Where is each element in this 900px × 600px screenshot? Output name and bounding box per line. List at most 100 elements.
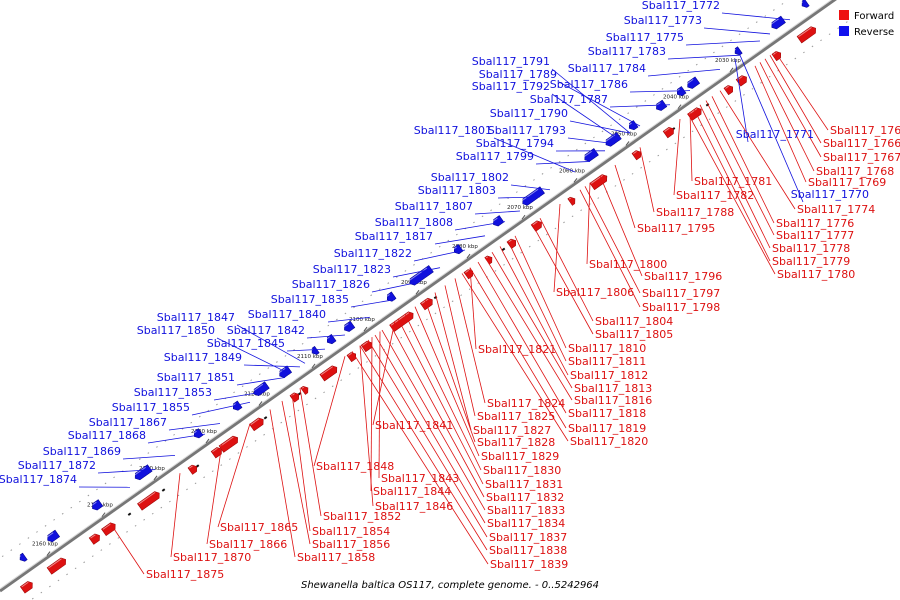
forward-gene-label: Sbal117_1824 bbox=[487, 397, 565, 410]
forward-gene-label: Sbal117_1834 bbox=[487, 517, 565, 530]
reverse-gene-label: Sbal117_1792 bbox=[472, 80, 550, 93]
forward-gene-label: Sbal117_1780 bbox=[777, 268, 855, 281]
forward-gene-glyph bbox=[723, 85, 734, 96]
reverse-gene-label: Sbal117_1872 bbox=[18, 459, 96, 472]
forward-gene-label: Sbal117_1865 bbox=[220, 521, 298, 534]
forward-leader-line bbox=[404, 313, 482, 471]
tick-mark bbox=[153, 475, 158, 481]
forward-leader-line bbox=[281, 400, 311, 545]
legend-forward-swatch bbox=[839, 10, 849, 20]
reverse-leader-line bbox=[493, 137, 576, 173]
reverse-gene-label: Sbal117_1874 bbox=[0, 473, 77, 486]
forward-gene-glyph bbox=[101, 522, 116, 537]
forward-leader-line bbox=[584, 186, 641, 294]
forward-leader-line bbox=[454, 278, 486, 404]
tick-label: 2110 kbp bbox=[297, 354, 323, 360]
strand-guide bbox=[29, 15, 856, 600]
reverse-leader-line bbox=[413, 249, 466, 262]
gene-features bbox=[18, 0, 816, 594]
tick-label: 2130 kbp bbox=[191, 429, 217, 435]
forward-gene-label: Sbal117_1769 bbox=[808, 176, 886, 189]
forward-gene-label: Sbal117_1839 bbox=[490, 558, 568, 571]
forward-leader-line bbox=[553, 203, 561, 293]
reverse-gene-label: Sbal117_1787 bbox=[530, 93, 608, 106]
reverse-gene-label: Sbal117_1802 bbox=[431, 171, 509, 184]
forward-gene-label: Sbal117_1800 bbox=[589, 258, 667, 271]
forward-leader-line bbox=[206, 443, 223, 545]
reverse-leader-line bbox=[216, 337, 291, 375]
reverse-gene-label: Sbal117_1851 bbox=[157, 371, 235, 384]
forward-gene-label: Sbal117_1831 bbox=[485, 478, 563, 491]
forward-leader-line bbox=[370, 337, 373, 492]
reverse-leader-line bbox=[306, 334, 346, 339]
forward-gene-label: Sbal117_1820 bbox=[570, 435, 648, 448]
reverse-gene-glyph bbox=[18, 552, 28, 562]
forward-gene-label: Sbal117_1818 bbox=[568, 407, 646, 420]
reverse-leader-line bbox=[327, 316, 371, 323]
strand-dash bbox=[705, 103, 710, 107]
reverse-gene-glyph bbox=[46, 529, 61, 543]
tick-mark bbox=[677, 104, 682, 109]
reverse-gene-label: Sbal117_1772 bbox=[642, 0, 720, 12]
reverse-gene-label: Sbal117_1868 bbox=[68, 429, 146, 442]
tick-mark bbox=[521, 214, 526, 220]
forward-gene-glyph bbox=[631, 150, 642, 161]
forward-gene-label: Sbal117_1827 bbox=[473, 424, 551, 437]
reverse-gene-label: Sbal117_1869 bbox=[43, 445, 121, 458]
reverse-leader-line bbox=[551, 68, 631, 134]
forward-gene-label: Sbal117_1777 bbox=[776, 229, 854, 242]
forward-gene-label: Sbal117_1833 bbox=[487, 504, 565, 517]
tick-mark bbox=[573, 177, 578, 183]
reverse-leader-line bbox=[535, 161, 591, 165]
reverse-gene-glyph bbox=[232, 400, 243, 411]
reverse-gene-label: Sbal117_1808 bbox=[375, 216, 453, 229]
forward-gene-label: Sbal117_1844 bbox=[373, 485, 451, 498]
reverse-leader-line bbox=[350, 299, 396, 308]
reverse-gene-glyph bbox=[655, 99, 668, 111]
reverse-gene-label: Sbal117_1817 bbox=[355, 230, 433, 243]
forward-leader-line bbox=[484, 256, 573, 401]
reverse-gene-glyph bbox=[343, 320, 356, 332]
forward-leader-line bbox=[217, 423, 251, 528]
forward-gene-glyph bbox=[300, 385, 309, 395]
forward-leader-line bbox=[499, 246, 569, 376]
forward-gene-label: Sbal117_1782 bbox=[676, 189, 754, 202]
forward-gene-label: Sbal117_1764 bbox=[830, 124, 900, 137]
forward-gene-label: Sbal117_1811 bbox=[568, 355, 646, 368]
forward-leader-line bbox=[599, 175, 643, 277]
tick-label: 2080 kbp bbox=[452, 244, 478, 250]
forward-gene-glyph bbox=[187, 464, 198, 475]
forward-leader-line bbox=[491, 251, 573, 389]
genome-caption: Shewanella baltica OS117, complete genom… bbox=[301, 580, 599, 591]
tick-label: 2030 kbp bbox=[715, 58, 741, 64]
reverse-gene-label: Sbal117_1823 bbox=[313, 263, 391, 276]
forward-gene-label: Sbal117_1779 bbox=[772, 255, 850, 268]
reverse-gene-label: Sbal117_1794 bbox=[476, 137, 554, 150]
reverse-gene-label: Sbal117_1791 bbox=[472, 55, 550, 68]
reverse-gene-label: Sbal117_1799 bbox=[456, 150, 534, 163]
forward-gene-glyph bbox=[589, 174, 608, 191]
forward-leader-line bbox=[372, 320, 396, 426]
tick-mark bbox=[101, 512, 106, 517]
forward-gene-label: Sbal117_1804 bbox=[595, 315, 673, 328]
reverse-leader-line bbox=[97, 469, 156, 474]
forward-gene-label: Sbal117_1816 bbox=[574, 394, 652, 407]
reverse-gene-label: Sbal117_1822 bbox=[334, 247, 412, 260]
forward-gene-glyph bbox=[796, 26, 816, 44]
forward-gene-label: Sbal117_1821 bbox=[478, 343, 556, 356]
reverse-leader-line bbox=[286, 348, 326, 352]
reverse-leader-line bbox=[213, 391, 266, 401]
forward-gene-label: Sbal117_1838 bbox=[489, 544, 567, 557]
forward-gene-label: Sbal117_1828 bbox=[477, 436, 555, 449]
tick-mark bbox=[205, 438, 210, 444]
forward-leader-line bbox=[531, 223, 594, 335]
forward-gene-label: Sbal117_1778 bbox=[772, 242, 850, 255]
forward-gene-label: Sbal117_1852 bbox=[323, 510, 401, 523]
reverse-leader-line bbox=[667, 54, 741, 60]
forward-leader-line bbox=[705, 100, 775, 236]
reverse-gene-label: Sbal117_1775 bbox=[606, 31, 684, 44]
forward-leader-line bbox=[367, 339, 488, 538]
forward-gene-label: Sbal117_1797 bbox=[642, 287, 720, 300]
forward-leader-line bbox=[397, 318, 484, 485]
